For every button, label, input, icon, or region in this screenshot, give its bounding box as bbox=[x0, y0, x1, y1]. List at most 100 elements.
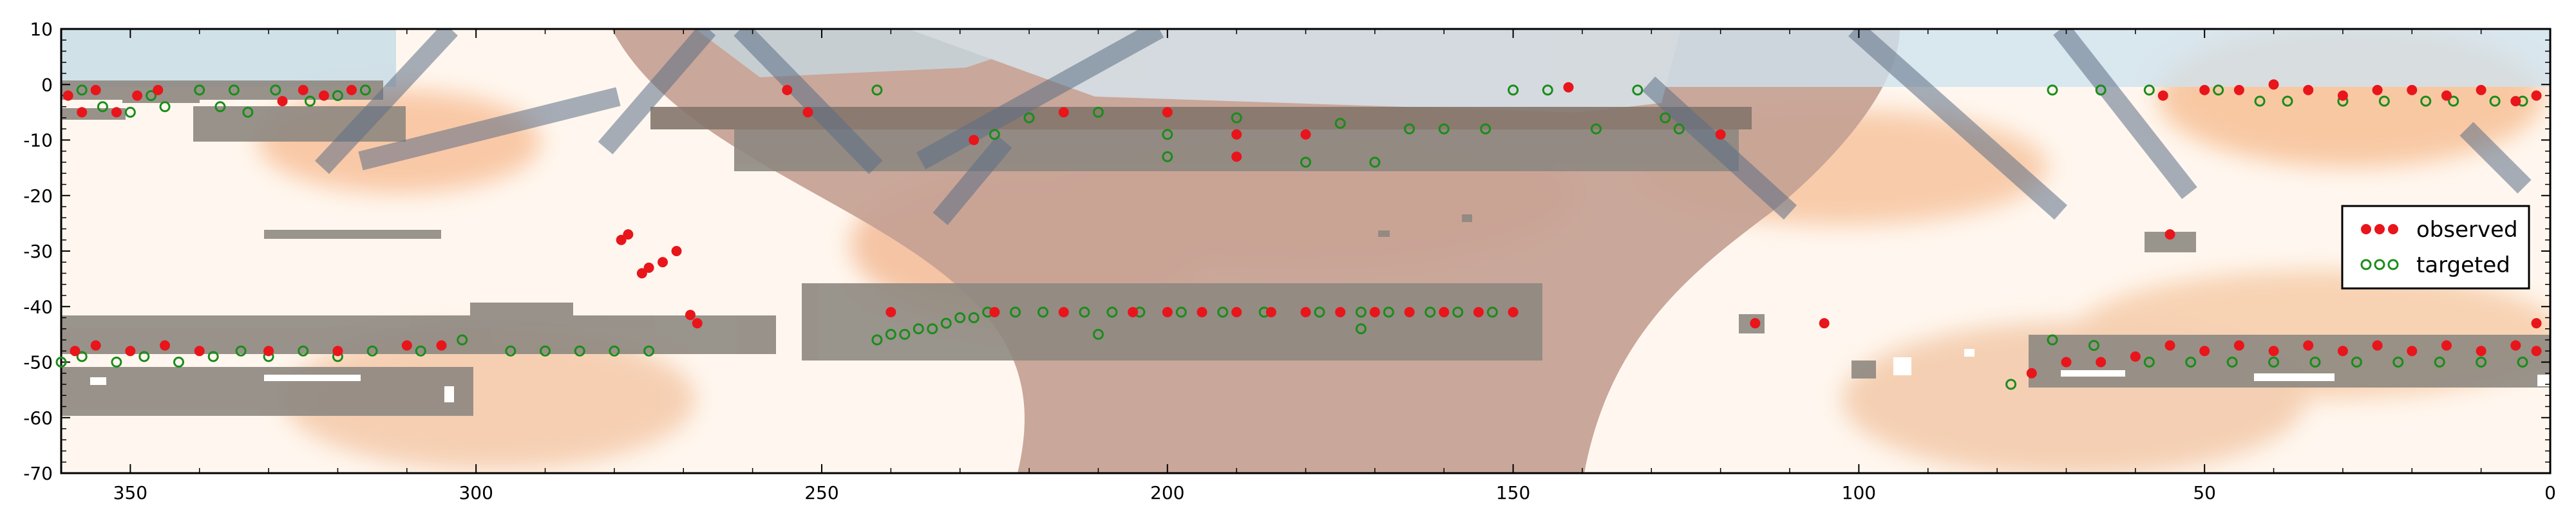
observed-point bbox=[802, 107, 813, 118]
targeted-point bbox=[2378, 95, 2390, 107]
targeted-point bbox=[2088, 340, 2099, 351]
observed-point bbox=[1819, 318, 1830, 329]
observed-point bbox=[2061, 357, 2072, 368]
targeted-point bbox=[1438, 123, 1450, 135]
observed-point bbox=[671, 246, 682, 256]
targeted-point bbox=[1355, 323, 1367, 335]
legend-targeted-symbols bbox=[2360, 259, 2399, 270]
targeted-point bbox=[1300, 156, 1311, 168]
targeted-point bbox=[940, 317, 952, 329]
observed-point bbox=[2157, 90, 2168, 101]
targeted-point bbox=[1486, 306, 1498, 318]
observed-point bbox=[2096, 357, 2107, 368]
observed-point bbox=[1265, 306, 1276, 317]
observed-point bbox=[1335, 306, 1346, 317]
targeted-series bbox=[55, 84, 2528, 390]
observed-point bbox=[62, 90, 73, 101]
targeted-point bbox=[173, 357, 185, 368]
legend-observed-symbols bbox=[2361, 224, 2398, 234]
targeted-point bbox=[1590, 123, 1602, 135]
observed-point bbox=[2407, 84, 2418, 95]
targeted-point bbox=[1425, 306, 1436, 318]
observed-point bbox=[2233, 340, 2244, 351]
observed-point bbox=[2531, 346, 2542, 357]
targeted-point bbox=[214, 101, 226, 113]
observed-point bbox=[1058, 107, 1069, 118]
targeted-point bbox=[2185, 357, 2197, 368]
observed-point bbox=[1058, 306, 1069, 317]
observed-point bbox=[318, 90, 329, 101]
observed-point bbox=[2268, 79, 2279, 90]
observed-point bbox=[1162, 306, 1173, 317]
targeted-point bbox=[1162, 151, 1173, 162]
observed-point bbox=[623, 229, 634, 240]
observed-point bbox=[2476, 84, 2486, 95]
observed-point bbox=[125, 346, 136, 357]
observed-point bbox=[90, 340, 101, 351]
targeted-point bbox=[359, 84, 371, 96]
x-tick-label: 200 bbox=[1150, 482, 1184, 503]
diagonal-survey-stripes bbox=[315, 29, 2532, 225]
x-tick-label: 0 bbox=[2544, 482, 2556, 503]
x-tick-label: 250 bbox=[804, 482, 838, 503]
y-tick-label: -30 bbox=[23, 241, 53, 262]
targeted-point bbox=[97, 101, 108, 113]
observed-point bbox=[2531, 318, 2542, 329]
observed-point bbox=[782, 84, 793, 95]
targeted-point bbox=[574, 345, 585, 357]
observed-point bbox=[1508, 306, 1519, 317]
observed-point bbox=[2531, 90, 2542, 101]
targeted-point bbox=[2095, 84, 2107, 96]
observed-point bbox=[2510, 340, 2521, 351]
observed-point bbox=[1162, 107, 1173, 118]
targeted-point bbox=[927, 323, 938, 335]
targeted-point bbox=[415, 345, 426, 357]
y-tick-label: -70 bbox=[23, 463, 53, 484]
targeted-point bbox=[1660, 112, 1671, 124]
observed-point bbox=[1715, 129, 1726, 140]
targeted-point bbox=[1079, 306, 1090, 318]
targeted-point bbox=[1355, 306, 1367, 318]
targeted-point bbox=[1369, 156, 1381, 168]
observed-point bbox=[2199, 84, 2210, 95]
observed-point bbox=[1473, 306, 1484, 317]
targeted-point bbox=[989, 129, 1000, 140]
targeted-point bbox=[457, 334, 468, 346]
targeted-point bbox=[871, 84, 883, 96]
targeted-point bbox=[540, 345, 551, 357]
observed-point bbox=[886, 306, 896, 317]
targeted-point bbox=[1404, 123, 1416, 135]
observed-point bbox=[1563, 82, 1574, 93]
y-tick-label: -20 bbox=[23, 185, 53, 207]
y-axis-ticks: 10 0 -10 -20 -30 -40 -50 -60 -70 bbox=[23, 19, 2550, 484]
targeted-point bbox=[124, 106, 136, 118]
observed-point bbox=[70, 346, 80, 357]
observed-series bbox=[62, 79, 2542, 379]
targeted-point bbox=[1037, 306, 1049, 318]
targeted-point bbox=[159, 101, 171, 113]
targeted-point bbox=[76, 84, 88, 96]
targeted-point bbox=[968, 312, 980, 323]
targeted-point bbox=[2143, 357, 2155, 368]
observed-point bbox=[2268, 346, 2279, 357]
x-tick-label: 350 bbox=[113, 482, 147, 503]
y-tick-label: -10 bbox=[23, 130, 53, 151]
targeted-point bbox=[1023, 112, 1035, 124]
observed-point bbox=[90, 84, 101, 95]
targeted-point bbox=[2448, 95, 2459, 107]
observed-point bbox=[658, 257, 668, 268]
observed-point bbox=[2510, 96, 2521, 107]
observed-point bbox=[1300, 129, 1311, 140]
targeted-point bbox=[2254, 95, 2266, 107]
targeted-point bbox=[2351, 357, 2362, 368]
observed-point bbox=[616, 234, 627, 245]
legend-box bbox=[2341, 205, 2530, 290]
observed-point bbox=[2130, 351, 2141, 362]
targeted-point bbox=[885, 328, 896, 340]
observed-point bbox=[2164, 340, 2175, 351]
targeted-point bbox=[1508, 84, 1519, 96]
targeted-point bbox=[55, 357, 67, 368]
observed-point bbox=[2337, 346, 2348, 357]
observed-point bbox=[2407, 346, 2418, 357]
